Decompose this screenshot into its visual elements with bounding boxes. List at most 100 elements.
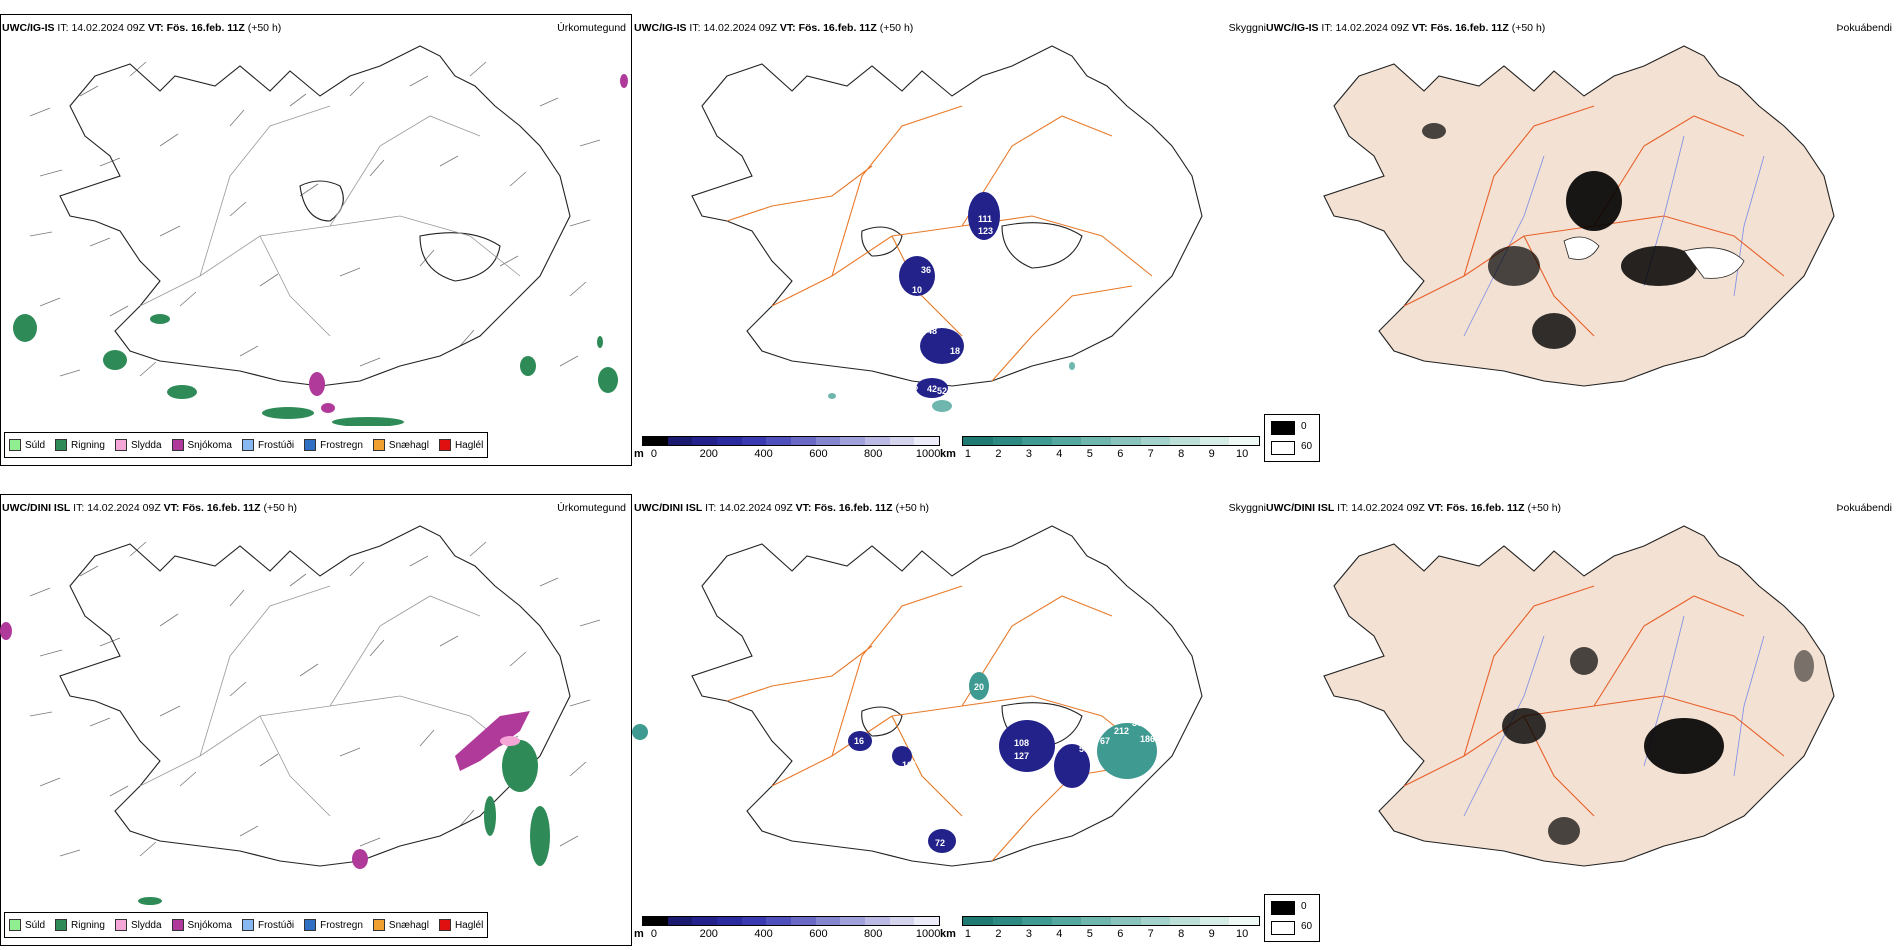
- vis-label: 44: [887, 268, 897, 278]
- moderate-visibility-areas: [632, 672, 1157, 779]
- panel-header: UWC/IG-IS IT: 14.02.2024 09Z VT: Fös. 16…: [1266, 22, 1545, 34]
- scale-tick-label: 10: [1235, 448, 1249, 460]
- vt-label: VT:: [147, 22, 164, 34]
- precip-map: [0, 525, 601, 905]
- model-name: UWC/IG-IS: [1266, 22, 1319, 34]
- vt-value: Fös. 16.feb. 11Z: [1446, 502, 1525, 514]
- vis-label: 18: [950, 346, 960, 356]
- fog-key-label: 60: [1301, 921, 1313, 932]
- fog-map: [1323, 525, 1835, 867]
- precip-snow: [309, 74, 628, 413]
- panel-title: Skyggni: [1228, 502, 1266, 514]
- visibility-unit: km: [940, 928, 956, 940]
- iceland-coastline: [59, 525, 571, 867]
- it-label: IT:: [689, 22, 701, 34]
- legend-swatch: [9, 439, 21, 451]
- fog-scale-key: 0 60: [1264, 894, 1320, 942]
- iceland-coastline: [691, 525, 1203, 867]
- it-label: IT:: [73, 502, 85, 514]
- model-name: UWC/IG-IS: [634, 22, 687, 34]
- legend-swatch: [372, 439, 385, 451]
- scale-tick-label: 0: [650, 448, 657, 460]
- vis-label: 42: [927, 384, 937, 394]
- lead-time: (+50 h): [247, 22, 282, 34]
- vis-label: 10: [912, 740, 922, 750]
- vis-label: 36: [921, 265, 931, 275]
- colorbar-segment: [741, 917, 767, 925]
- legend-swatch: [171, 919, 184, 931]
- vis-label: 127: [1014, 751, 1029, 761]
- precip-sleet: [500, 736, 520, 746]
- legend-item-freezing-rain: Frostregn: [304, 439, 363, 451]
- scale-tick-label: 600: [809, 928, 828, 940]
- legend-label: Súld: [25, 919, 46, 931]
- vis-label: 108: [1014, 738, 1029, 748]
- legend-item-freezing-drizzle: Frostúði: [241, 439, 294, 451]
- vis-label: 161: [902, 760, 917, 770]
- visibility-map: 108 127 90 58 67 212 30 186 161 72 10 16…: [632, 525, 1203, 867]
- scale-tick-label: 600: [809, 448, 828, 460]
- panel-title: Skyggni: [1228, 22, 1266, 34]
- fog-indicator-panel: UWC/DINI ISL IT: 14.02.2024 09Z VT: Fös.…: [1264, 480, 1900, 950]
- legend-label: Súld: [25, 439, 46, 451]
- fog-key-label: 0: [1301, 421, 1307, 432]
- vt-value: Fös. 16.feb. 11Z: [1430, 22, 1509, 34]
- altitude-unit: m: [634, 928, 644, 940]
- model-name: UWC/DINI ISL: [634, 502, 703, 514]
- panel-header: UWC/DINI ISL IT: 14.02.2024 09Z VT: Fös.…: [2, 502, 297, 514]
- legend-label: Rigning: [71, 439, 105, 451]
- colorbar-segment: [766, 437, 792, 445]
- colorbar-segment: [1022, 917, 1052, 925]
- lead-time: (+50 h): [263, 502, 298, 514]
- vis-label: 72: [935, 838, 945, 848]
- visibility-scale: 1 2 3 4 5 6 7 8 9 10: [962, 436, 1260, 462]
- wind-barbs: [29, 541, 601, 857]
- scale-tick-label: 5: [1086, 448, 1093, 460]
- colorbar-segment: [865, 917, 890, 925]
- scale-tick-label: 4: [1056, 928, 1063, 940]
- colorbar-segment: [865, 437, 890, 445]
- model-name: UWC/IG-IS: [2, 22, 55, 34]
- vis-label: 48: [927, 326, 937, 336]
- legend-label: Haglél: [454, 439, 484, 451]
- it-label: IT:: [705, 502, 717, 514]
- legend-swatch: [171, 439, 184, 451]
- colorbar-segment: [1170, 917, 1200, 925]
- scale-tick-label: 7: [1147, 928, 1154, 940]
- precip-rain: [13, 314, 618, 426]
- legend-item-snow-pellets: Snæhagl: [372, 439, 429, 451]
- vt-label: VT:: [163, 502, 180, 514]
- glaciers: [1563, 236, 1745, 279]
- vis-label: 90: [1040, 768, 1050, 778]
- vt-label: VT:: [795, 502, 812, 514]
- vt-value: Fös. 16.feb. 11Z: [182, 502, 261, 514]
- it-value: 14.02.2024 09Z: [1335, 22, 1409, 34]
- colorbar-segment: [914, 437, 940, 445]
- panel-title: Þokuábendi: [1836, 502, 1892, 514]
- iceland-coastline: [691, 45, 1203, 387]
- low-visibility-areas: [848, 720, 1090, 853]
- colorbar-segment: [992, 917, 1023, 925]
- colorbar-segment: [840, 917, 866, 925]
- scale-tick-label: 400: [754, 928, 773, 940]
- visibility-ticks: 1 2 3 4 5 6 7 8 9 10: [962, 446, 1260, 460]
- scale-tick-label: 200: [699, 448, 718, 460]
- fog-key-swatch: [1271, 421, 1295, 435]
- legend-item-hail: Haglél: [438, 439, 484, 451]
- legend-swatch: [304, 439, 317, 451]
- colorbar-segment: [741, 437, 767, 445]
- colorbar-segment: [1199, 437, 1230, 445]
- vis-label: 186: [1140, 734, 1155, 744]
- it-label: IT:: [1321, 22, 1333, 34]
- vis-label: 111: [978, 214, 992, 224]
- fog-key-label: 0: [1301, 901, 1307, 912]
- fog-map: [1323, 45, 1835, 387]
- vt-value: Fös. 16.feb. 11Z: [814, 502, 893, 514]
- legend-item-freezing-drizzle: Frostúði: [241, 919, 294, 931]
- colorbar-segment: [692, 437, 718, 445]
- vis-label: 52: [937, 386, 947, 396]
- fog-key-swatch: [1271, 901, 1295, 915]
- panel-title: Úrkomutegund: [557, 22, 626, 34]
- scale-tick-label: 2: [995, 448, 1002, 460]
- roads: [726, 105, 1153, 382]
